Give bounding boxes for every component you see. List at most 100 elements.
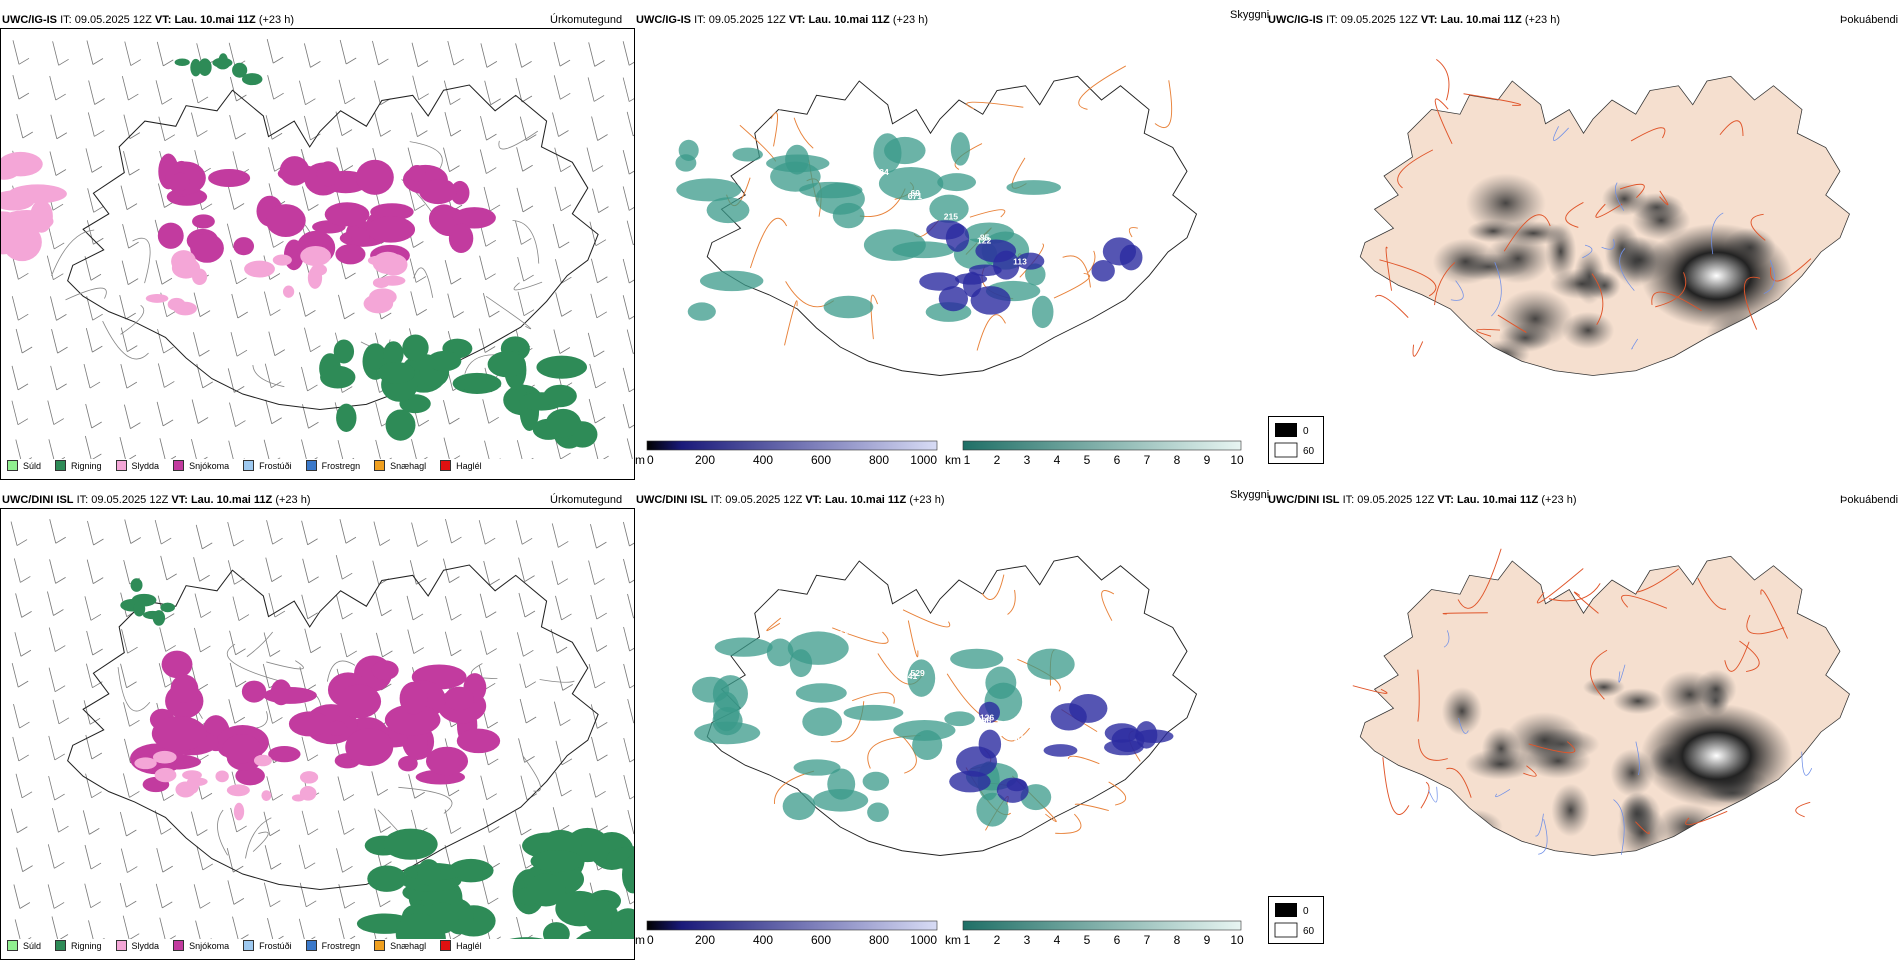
wind-barb <box>120 437 136 459</box>
legend-item-snæhagl: Snæhagl <box>374 940 426 951</box>
wind-barb <box>120 812 136 836</box>
legend-item-haglél: Haglél <box>440 460 482 471</box>
wind-barb <box>483 399 499 423</box>
legend-label: Frostregn <box>322 941 361 951</box>
legend-label: Haglél <box>456 941 482 951</box>
legend-swatch <box>243 940 254 951</box>
wind-barb <box>193 332 209 356</box>
visibility-area <box>884 137 926 164</box>
visibility-area <box>864 229 926 261</box>
precip-area <box>146 294 169 303</box>
wind-barb <box>413 76 429 100</box>
legend-label: Snjókoma <box>189 941 229 951</box>
wind-barb <box>300 883 316 907</box>
precip-area <box>283 286 294 298</box>
wind-barb <box>121 664 137 688</box>
wind-barb <box>376 592 392 616</box>
wind-barb <box>156 80 172 104</box>
wind-barb <box>15 919 31 939</box>
fog-area <box>1655 803 1721 850</box>
precip-area <box>158 223 184 249</box>
wind-barb <box>88 112 104 136</box>
wind-barb <box>16 440 32 459</box>
wind-barb <box>160 438 176 459</box>
wind-barb <box>519 738 535 762</box>
it-label: IT: <box>1326 14 1338 26</box>
ceiling-area <box>1120 245 1143 271</box>
visibility-tick-label: 7 <box>1144 453 1151 467</box>
wind-barb <box>552 561 568 585</box>
wind-barb <box>264 883 280 907</box>
ceiling-value-label: 15 <box>844 620 854 630</box>
visibility-tick-label: 9 <box>1204 453 1211 467</box>
wind-barb <box>341 633 357 657</box>
precip-area <box>459 373 498 392</box>
wind-barb <box>299 845 315 869</box>
wind-barb <box>196 525 212 549</box>
precip-area <box>317 161 340 186</box>
legend-item-snjókoma: Snjókoma <box>173 940 229 951</box>
wind-barb <box>376 633 392 657</box>
height-tick-label: 800 <box>869 453 889 467</box>
wind-barb <box>86 328 102 352</box>
wind-barb <box>49 668 65 692</box>
wind-barb <box>339 884 355 908</box>
wind-barb <box>123 702 139 726</box>
wind-barb <box>49 736 65 760</box>
vt-label: VT: <box>789 14 806 26</box>
vt-label: VT: <box>1421 14 1438 26</box>
wind-barb <box>554 75 570 99</box>
wind-barb <box>50 296 66 320</box>
height-tick-label: 1000 <box>910 453 937 467</box>
wind-barb <box>301 440 317 459</box>
wind-barb <box>16 774 32 798</box>
precip-area <box>233 237 254 255</box>
wind-barb <box>484 187 500 211</box>
wind-barb <box>228 880 244 904</box>
wind-barb <box>482 880 498 904</box>
precip-area <box>402 334 428 361</box>
wind-barb <box>17 848 33 872</box>
precip-area <box>457 729 500 754</box>
wind-barb <box>516 520 532 544</box>
ceiling-area <box>946 224 969 252</box>
visibility-area <box>802 708 842 736</box>
wind-barb <box>231 332 247 356</box>
wind-barb <box>48 844 64 868</box>
ceiling-area <box>1136 721 1158 748</box>
precip-area <box>173 302 196 316</box>
visibility-area <box>950 649 1003 669</box>
precip-area <box>335 244 365 264</box>
wind-barb <box>555 187 571 211</box>
wind-barb <box>481 776 497 800</box>
precip-area <box>171 675 199 703</box>
wind-barb <box>515 811 531 835</box>
wind-barb <box>264 292 280 316</box>
ceiling-value-label: 79 <box>841 143 851 153</box>
wind-barb <box>410 258 426 282</box>
ceiling-value-label: 84 <box>808 600 818 610</box>
visibility-tick-label: 4 <box>1054 453 1061 467</box>
precip-area <box>244 261 275 278</box>
model-name: UWC/DINI ISL <box>1268 494 1340 506</box>
wind-barb <box>623 150 634 174</box>
precip-area <box>268 746 300 762</box>
wind-barb <box>121 849 137 873</box>
wind-barb <box>374 522 390 546</box>
wind-barb <box>267 918 283 939</box>
legend-swatch <box>374 460 385 471</box>
legend-item-frostúði: Frostúði <box>243 460 292 471</box>
precip-area <box>280 156 310 186</box>
wind-barb <box>228 185 244 209</box>
wind-barb <box>340 519 356 543</box>
legend-swatch <box>306 460 317 471</box>
wind-barb <box>52 808 68 832</box>
wind-barb <box>230 631 246 655</box>
wind-barb <box>85 884 101 908</box>
iceland-coastline: 1155026711222851251241342151131555979698… <box>675 66 1196 376</box>
visibility-area <box>951 132 970 165</box>
legend-item-snjókoma: Snjókoma <box>173 460 229 471</box>
precip-area <box>261 790 271 801</box>
wind-barb <box>48 401 64 425</box>
